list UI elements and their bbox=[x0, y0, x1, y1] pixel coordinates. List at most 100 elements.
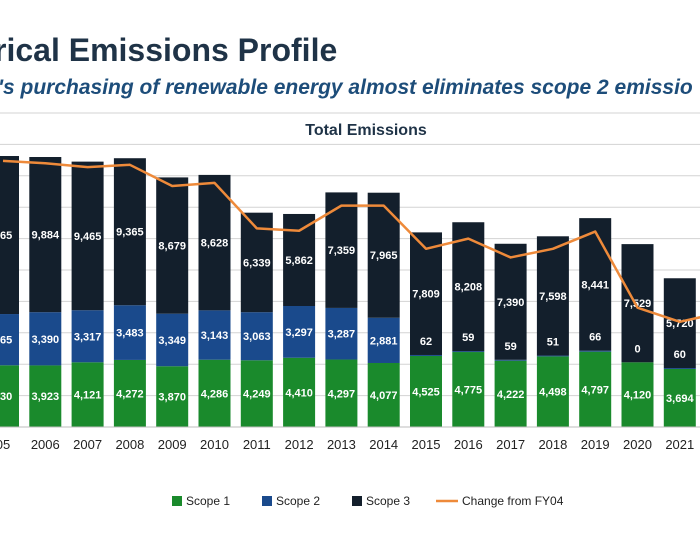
data-label-scope1: 930 bbox=[0, 391, 12, 403]
legend-scope1-swatch bbox=[172, 496, 182, 506]
data-label-scope1: 4,525 bbox=[412, 386, 440, 398]
bar-scope2 bbox=[452, 351, 485, 353]
data-label-scope2: 3,297 bbox=[285, 327, 313, 339]
data-label-scope3: 8,679 bbox=[158, 241, 186, 253]
x-tick-label: 2012 bbox=[285, 437, 314, 452]
data-label-scope3: 5,862 bbox=[285, 255, 313, 267]
bar-scope2 bbox=[29, 312, 62, 366]
x-tick-label: 05 bbox=[0, 437, 10, 452]
bar-scope1 bbox=[71, 362, 104, 427]
bar-scope1 bbox=[113, 359, 146, 427]
legend-change-label: Change from FY04 bbox=[462, 494, 564, 508]
bar-scope2 bbox=[198, 310, 231, 360]
bar-scope2 bbox=[325, 307, 358, 360]
bar-scope2 bbox=[283, 306, 316, 358]
x-tick-label: 2018 bbox=[538, 437, 567, 452]
data-label-scope1: 3,923 bbox=[32, 391, 60, 403]
bar-scope1 bbox=[29, 365, 62, 427]
legend-scope1-label: Scope 1 bbox=[186, 494, 230, 508]
bar-scope3 bbox=[113, 158, 146, 306]
data-label-scope3: 7,390 bbox=[497, 297, 525, 309]
legend-scope3-label: Scope 3 bbox=[366, 494, 410, 508]
bar-scope1 bbox=[325, 359, 358, 427]
x-tick-label: 2015 bbox=[412, 437, 441, 452]
data-label-scope2: 3,143 bbox=[201, 330, 229, 342]
data-label-scope3: 6,339 bbox=[243, 257, 271, 269]
x-tick-label: 2016 bbox=[454, 437, 483, 452]
bar-scope1 bbox=[663, 369, 696, 427]
x-tick-label: 2006 bbox=[31, 437, 60, 452]
legend-scope2-swatch bbox=[262, 496, 272, 506]
data-label-scope3: 7,809 bbox=[412, 289, 440, 301]
bar-scope3 bbox=[0, 156, 19, 315]
bar-scope3 bbox=[198, 174, 231, 311]
data-label-scope1: 4,077 bbox=[370, 390, 398, 402]
x-tick-label: 2017 bbox=[496, 437, 525, 452]
data-label-scope2: 3,063 bbox=[243, 331, 271, 343]
data-label-scope1: 4,297 bbox=[328, 388, 356, 400]
data-label-scope2: 60 bbox=[674, 349, 686, 361]
x-tick-label: 2013 bbox=[327, 437, 356, 452]
bar-scope3 bbox=[663, 278, 696, 369]
data-label-scope2: 3,287 bbox=[328, 329, 356, 341]
data-label-scope3: 8,441 bbox=[581, 279, 609, 291]
bar-scope2 bbox=[71, 310, 104, 363]
x-tick-label: 2007 bbox=[73, 437, 102, 452]
x-tick-label: 2011 bbox=[243, 437, 271, 452]
data-label-scope2: 3,349 bbox=[158, 335, 186, 347]
data-label-scope3: 9,884 bbox=[32, 230, 60, 242]
bar-scope1 bbox=[452, 352, 485, 427]
data-label-scope1: 4,222 bbox=[497, 389, 525, 401]
data-label-scope3: 7,965 bbox=[370, 250, 398, 262]
bar-scope3 bbox=[156, 177, 189, 314]
data-label-scope1: 4,120 bbox=[624, 390, 652, 402]
bar-scope1 bbox=[494, 360, 527, 427]
data-label-scope2: 62 bbox=[420, 336, 432, 348]
data-label-scope3: 9,365 bbox=[116, 227, 144, 239]
bar-scope1 bbox=[579, 351, 612, 427]
bar-scope1 bbox=[536, 356, 569, 427]
data-label-scope2: 265 bbox=[0, 335, 12, 347]
bar-scope2 bbox=[0, 314, 19, 366]
data-label-scope3: 065 bbox=[0, 230, 12, 242]
data-label-scope2: 3,317 bbox=[74, 331, 102, 343]
x-tick-label: 2021 bbox=[665, 437, 694, 452]
bar-scope1 bbox=[198, 359, 231, 427]
bar-scope2 bbox=[536, 355, 569, 357]
bar-scope2 bbox=[579, 350, 612, 352]
data-label-scope1: 4,272 bbox=[116, 388, 144, 400]
bar-scope1 bbox=[240, 360, 273, 427]
page-title: rical Emissions Profile bbox=[0, 32, 338, 68]
bar-scope2 bbox=[367, 317, 400, 363]
data-label-scope1: 4,410 bbox=[285, 387, 313, 399]
data-label-scope3: 8,208 bbox=[455, 282, 483, 294]
bar-scope3 bbox=[579, 218, 612, 351]
data-label-scope2: 3,483 bbox=[116, 328, 144, 340]
bar-scope3 bbox=[494, 243, 527, 360]
bar-scope1 bbox=[283, 357, 316, 427]
data-label-scope1: 4,775 bbox=[455, 385, 483, 397]
x-tick-label: 2020 bbox=[623, 437, 652, 452]
data-label-scope3: 7,598 bbox=[539, 291, 567, 303]
bar-scope3 bbox=[536, 236, 569, 356]
data-label-scope1: 3,870 bbox=[158, 392, 186, 404]
data-label-scope1: 4,121 bbox=[74, 390, 102, 402]
bar-scope2 bbox=[494, 359, 527, 361]
data-label-scope2: 3,390 bbox=[32, 334, 60, 346]
data-label-scope2: 51 bbox=[547, 337, 559, 349]
data-label-scope3: 7,359 bbox=[328, 245, 356, 257]
data-label-scope3: 8,628 bbox=[201, 238, 229, 250]
x-tick-label: 2010 bbox=[200, 437, 229, 452]
bar-scope3 bbox=[621, 244, 654, 363]
x-tick-label: 2014 bbox=[369, 437, 398, 452]
page-subtitle: 's purchasing of renewable energy almost… bbox=[0, 76, 693, 99]
data-label-scope3: 7,529 bbox=[624, 298, 652, 310]
bar-scope3 bbox=[71, 161, 104, 311]
bar-scope1 bbox=[621, 362, 654, 427]
data-label-scope2: 2,881 bbox=[370, 335, 398, 347]
bar-scope2 bbox=[663, 368, 696, 370]
bar-scope1 bbox=[410, 355, 442, 427]
chart-title: Total Emissions bbox=[305, 122, 427, 139]
bar-scope3 bbox=[29, 157, 62, 313]
